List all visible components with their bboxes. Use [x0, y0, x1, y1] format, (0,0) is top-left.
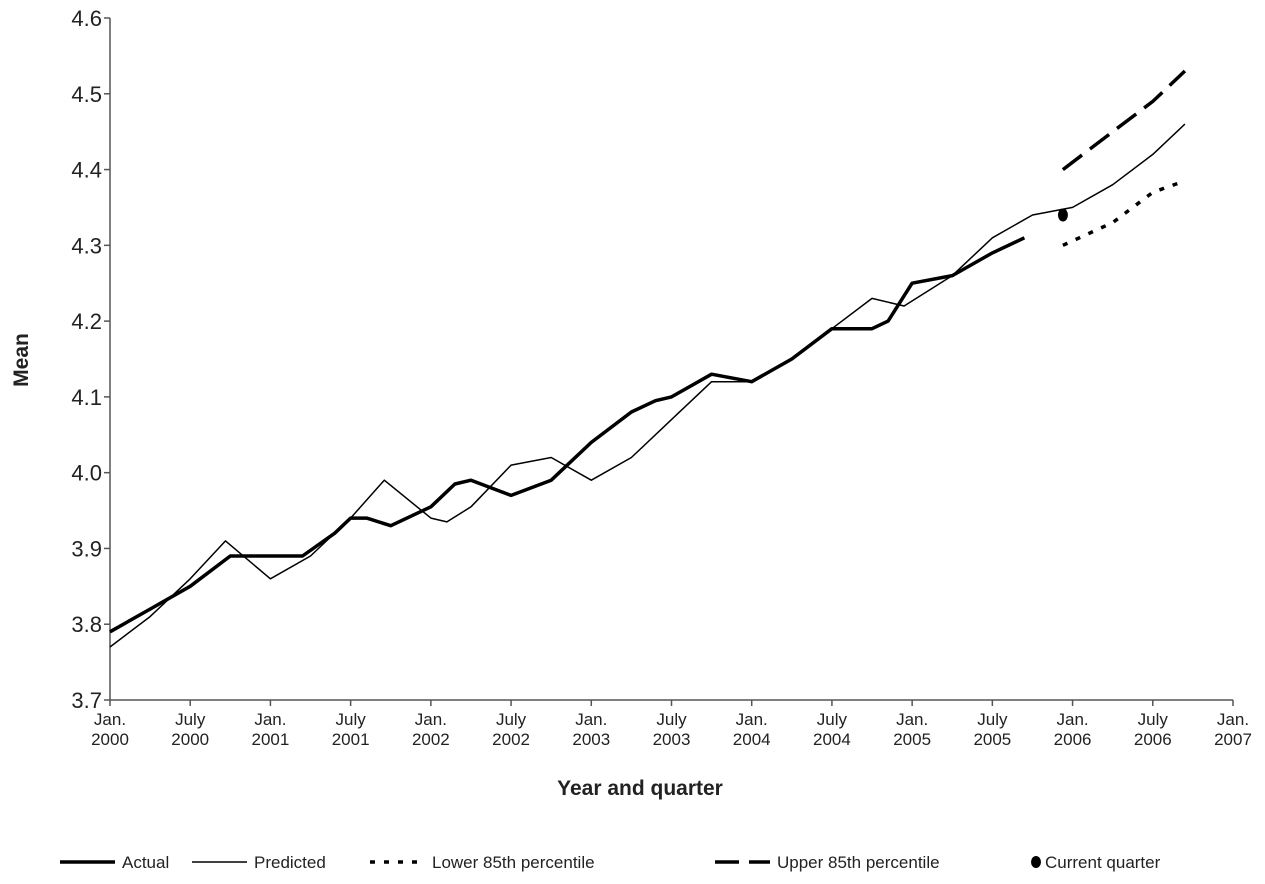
x-tick-label: July 2006	[1134, 710, 1172, 749]
y-tick-label: 4.2	[71, 309, 102, 334]
series-line	[109, 123, 1186, 648]
legend-label: Upper 85th percentile	[777, 853, 940, 872]
y-tick-label: 3.7	[71, 688, 102, 713]
x-tick-label: Jan. 2002	[412, 710, 450, 749]
y-tick-label: 4.0	[71, 461, 102, 486]
x-tick-label: July 2002	[492, 710, 530, 749]
series-line	[109, 236, 1026, 634]
y-tick-label: 4.5	[71, 82, 102, 107]
legend-label: Current quarter	[1045, 853, 1161, 872]
x-tick-label: Jan. 2003	[572, 710, 610, 749]
y-tick-label: 3.8	[71, 612, 102, 637]
series-line	[1061, 69, 1187, 171]
x-axis-title: Year and quarter	[557, 777, 723, 800]
y-tick-label: 4.3	[71, 233, 102, 258]
x-tick-label: July 2003	[653, 710, 691, 749]
y-tick-label: 4.1	[71, 385, 102, 410]
x-tick-label: Jan. 2001	[252, 710, 290, 749]
x-tick-label: Jan. 2006	[1054, 710, 1092, 749]
legend-label: Actual	[122, 853, 169, 872]
legend-swatch	[1031, 856, 1041, 868]
series-line	[1062, 179, 1186, 247]
x-tick-label: Jan. 2000	[91, 710, 129, 749]
legend-label: Lower 85th percentile	[432, 853, 595, 872]
y-tick-label: 3.9	[71, 536, 102, 561]
x-tick-label: July 2001	[332, 710, 370, 749]
x-tick-label: July 2005	[973, 710, 1011, 749]
y-tick-label: 4.6	[71, 6, 102, 31]
x-tick-label: Jan. 2005	[893, 710, 931, 749]
y-tick-label: 4.4	[71, 158, 102, 183]
x-tick-label: Jan. 2004	[733, 710, 771, 749]
legend-label: Predicted	[254, 853, 326, 872]
x-tick-label: Jan. 2007	[1214, 710, 1252, 749]
x-tick-label: July 2000	[171, 710, 209, 749]
x-tick-label: July 2004	[813, 710, 851, 749]
y-axis-title: Mean	[10, 333, 33, 387]
current-point	[1057, 208, 1068, 222]
